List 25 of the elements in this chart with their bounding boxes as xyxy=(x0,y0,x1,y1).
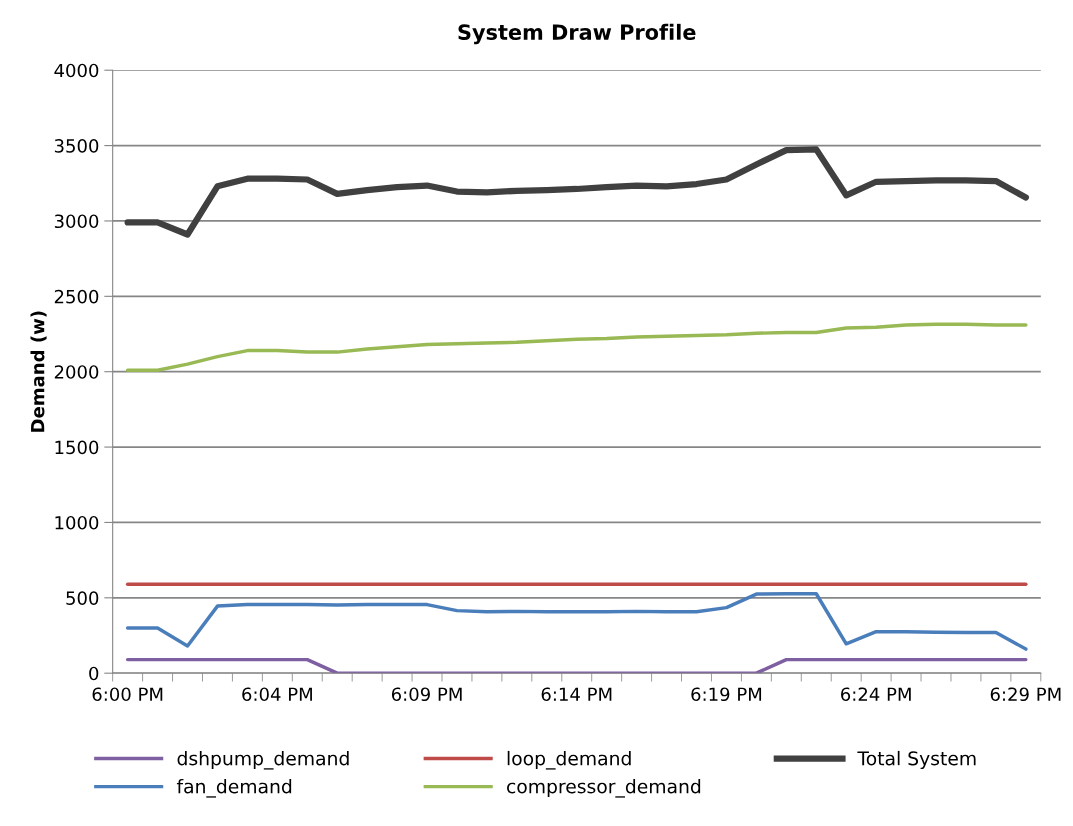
y-tick-label: 3000 xyxy=(54,214,99,229)
y-tick-label: 3500 xyxy=(54,139,99,153)
x-tick-label: 6:00 PM xyxy=(92,687,163,702)
line-series xyxy=(125,322,1028,372)
legend-label: compressor_demand xyxy=(507,778,701,798)
x-tick-label: 6:04 PM xyxy=(242,687,312,702)
y-tick-label: 4000 xyxy=(54,63,99,78)
y-tick-label: 1000 xyxy=(55,515,99,530)
legend-label: dshpump_demand xyxy=(177,750,349,770)
y-tick-label: 2500 xyxy=(54,289,99,304)
chart-title: System Draw Profile xyxy=(458,23,696,45)
x-tick-label: 6:09 PM xyxy=(391,687,462,702)
x-tick-label: 6:24 PM xyxy=(841,687,911,702)
y-tick-label: 2000 xyxy=(54,365,99,379)
y-axis-title: Demand (w) xyxy=(30,311,47,432)
line-series xyxy=(125,592,1028,651)
y-tick-label: 500 xyxy=(66,591,99,605)
x-tick-label: 6:14 PM xyxy=(541,687,612,702)
legend-label: Total System xyxy=(857,750,976,770)
x-tick-label: 6:29 PM xyxy=(990,687,1061,702)
legend-label: fan_demand xyxy=(176,778,292,798)
x-tick-label: 6:19 PM xyxy=(691,687,762,702)
y-tick-label: 0 xyxy=(89,666,99,681)
y-tick-label: 1500 xyxy=(55,440,99,455)
legend-label: loop_demand xyxy=(507,750,631,770)
